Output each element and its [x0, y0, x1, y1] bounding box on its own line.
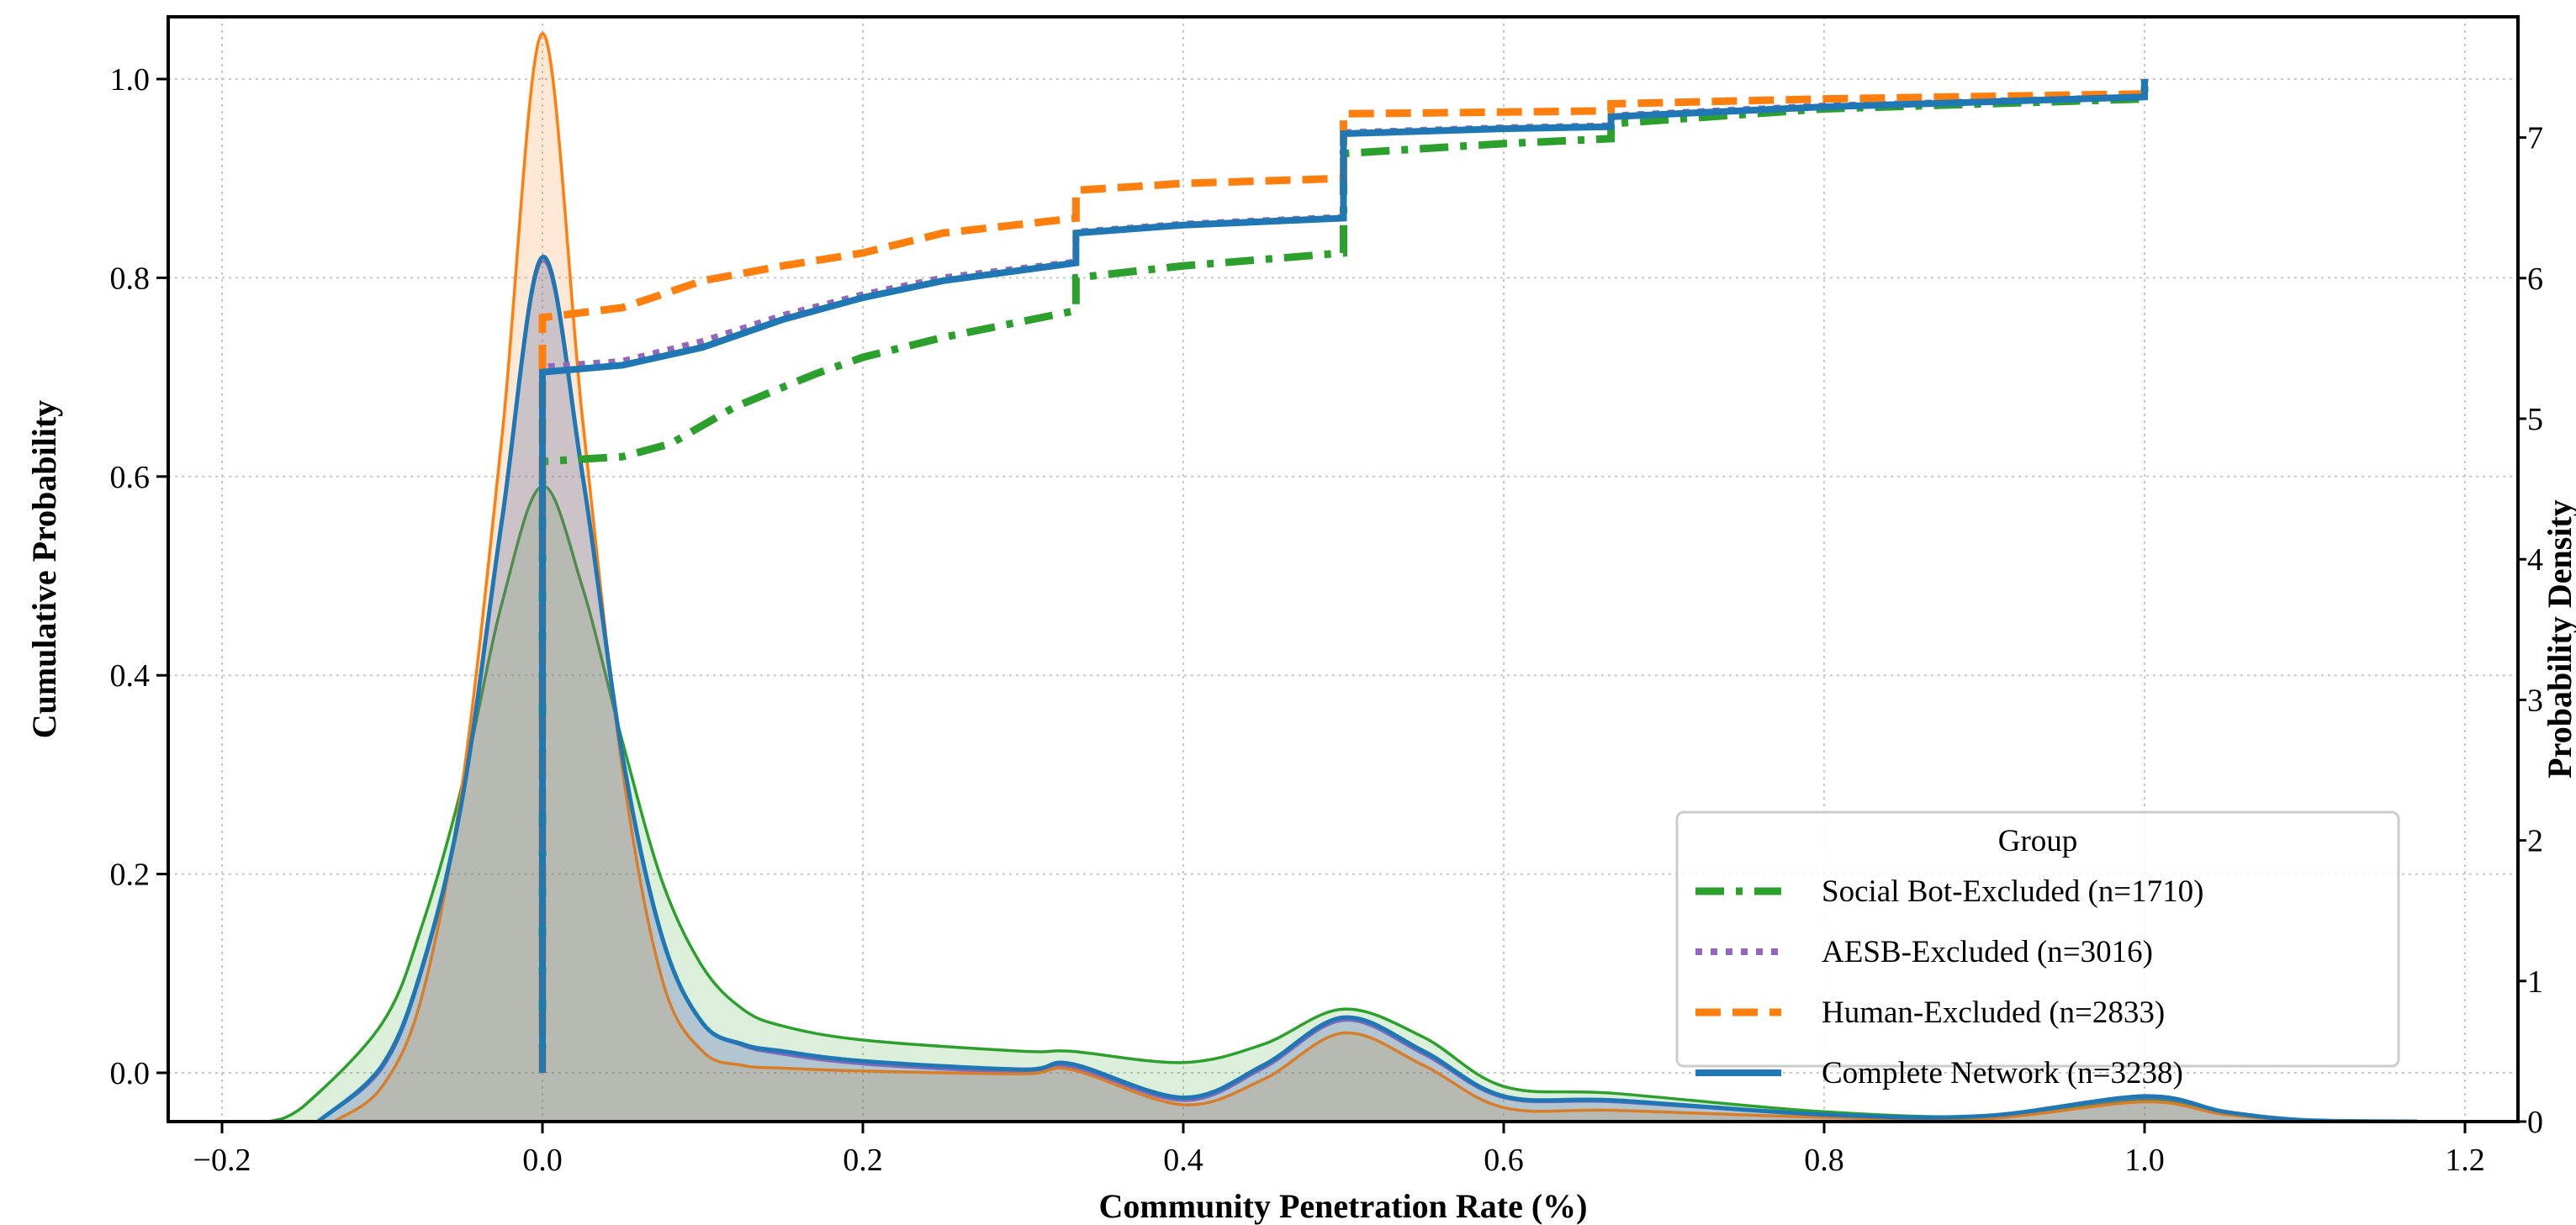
legend: Group Social Bot-Excluded (n=1710) AESB-E… [1675, 811, 2400, 1090]
x-tick-label: 0.0 [522, 1143, 563, 1178]
legend-item-aesb-excluded: AESB-Excluded (n=3016) [1695, 935, 2153, 969]
x-tick-label: 0.4 [1163, 1143, 1203, 1178]
y-axis-label: Cumulative Probability [25, 400, 63, 739]
y-tick-label: 0.4 [110, 658, 151, 694]
y2-tick-label: 5 [2527, 402, 2543, 437]
kde-fill-aesb-excluded [318, 261, 2417, 1122]
x-tick-label: 0.8 [1804, 1143, 1844, 1178]
y2-tick-label: 4 [2527, 542, 2543, 578]
kde-line-human-excluded [333, 32, 2417, 1122]
x-tick-label: 1.0 [2124, 1143, 2165, 1178]
x-tick-label: 1.2 [2445, 1143, 2485, 1178]
legend-title: Group [1998, 824, 2078, 858]
y2-tick-label: 1 [2527, 964, 2543, 1000]
legend-box [1675, 811, 2400, 1068]
y2-tick-label: 3 [2527, 683, 2543, 718]
y2-tick-label: 7 [2527, 121, 2543, 156]
kde-fill-social-bot-excluded [270, 486, 2417, 1122]
x-tick-label: −0.2 [193, 1143, 251, 1178]
legend-item-complete-network: Complete Network (n=3238) [1695, 1056, 2183, 1090]
legend-label: Complete Network (n=3238) [1822, 1056, 2183, 1090]
y2-tick-label: 0 [2527, 1105, 2543, 1140]
x-axis-label: Community Penetration Rate (%) [1099, 1187, 1588, 1225]
legend-item-human-excluded: Human-Excluded (n=2833) [1695, 995, 2165, 1030]
cdf-line-human-excluded [538, 79, 2149, 1073]
y2-axis-label: Probability Density [2541, 499, 2576, 779]
ticks: −0.2 0.0 0.2 0.4 0.6 0.8 1.0 1.2 0.0 0.2 0.4 0.6 0.8… [110, 62, 2544, 1178]
legend-label: AESB-Excluded (n=3016) [1822, 935, 2153, 969]
legend-label: Social Bot-Excluded (n=1710) [1822, 874, 2204, 909]
legend-label: Human-Excluded (n=2833) [1822, 995, 2165, 1030]
y2-tick-label: 6 [2527, 261, 2543, 297]
y-tick-label: 0.6 [110, 460, 151, 495]
plot-frame [167, 15, 2520, 1123]
x-tick-label: 0.6 [1484, 1143, 1524, 1178]
kde-fill-complete-network [318, 256, 2417, 1122]
y-tick-label: 0.0 [110, 1056, 151, 1091]
cdf-line-social-bot-excluded [538, 79, 2149, 1073]
y2-tick-label: 2 [2527, 824, 2543, 859]
y-tick-label: 0.8 [110, 261, 151, 296]
x-tick-label: 0.2 [843, 1143, 883, 1178]
kde-line-complete-network [316, 255, 2417, 1122]
cdf-curves [538, 79, 2149, 1073]
y-tick-label: 0.2 [110, 858, 151, 893]
y-tick-label: 1.0 [110, 62, 151, 98]
legend-item-social-bot-excluded: Social Bot-Excluded (n=1710) [1695, 874, 2204, 909]
cdf-line-complete-network [539, 79, 2148, 1073]
